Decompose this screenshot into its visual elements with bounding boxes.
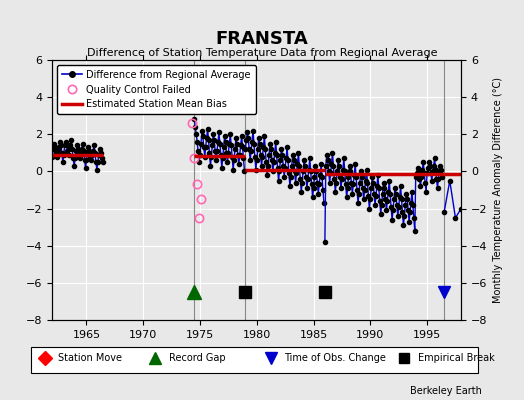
Y-axis label: Monthly Temperature Anomaly Difference (°C): Monthly Temperature Anomaly Difference (… [493, 77, 503, 303]
Text: Berkeley Earth: Berkeley Earth [410, 386, 482, 396]
Text: Difference of Station Temperature Data from Regional Average: Difference of Station Temperature Data f… [87, 48, 437, 58]
Legend: Difference from Regional Average, Quality Control Failed, Estimated Station Mean: Difference from Regional Average, Qualit… [57, 65, 256, 114]
FancyBboxPatch shape [31, 347, 478, 373]
Text: FRANSTA: FRANSTA [215, 30, 309, 48]
Text: Empirical Break: Empirical Break [418, 354, 495, 363]
Text: Station Move: Station Move [59, 354, 123, 363]
Text: Time of Obs. Change: Time of Obs. Change [285, 354, 386, 363]
Text: Record Gap: Record Gap [169, 354, 226, 363]
